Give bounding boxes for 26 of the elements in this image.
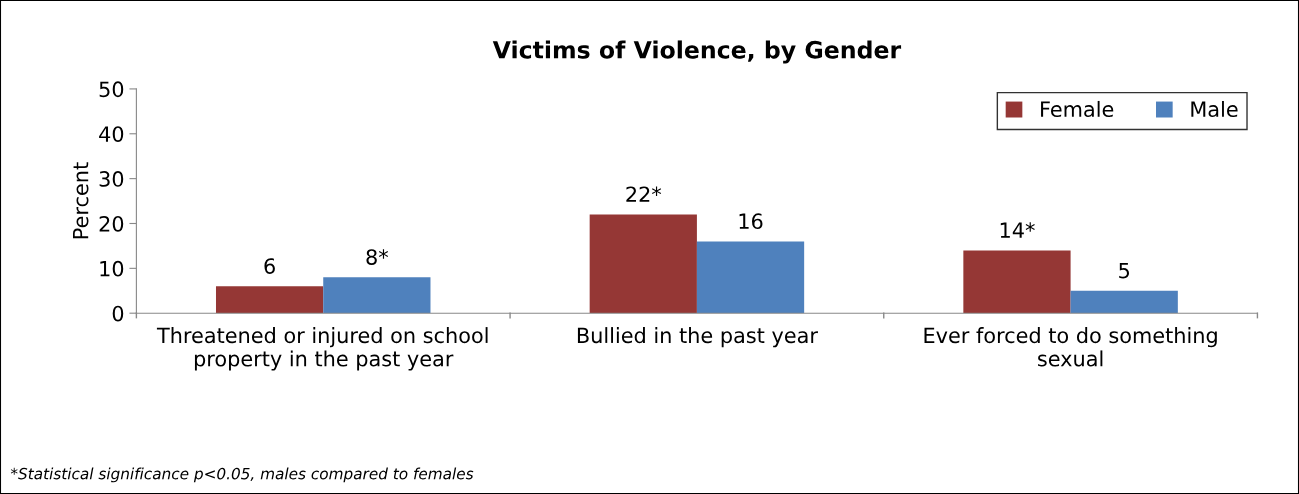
bar [1070, 290, 1178, 314]
text: *Statistical significance p<0.05, males compared to females [10, 467, 474, 483]
data-label: 8* [366, 249, 389, 265]
y-tick-label: 20 [99, 215, 124, 232]
x-tick-label: Bullied in the past year [577, 327, 818, 348]
y-axis-title: Percent [73, 162, 89, 239]
bar [963, 250, 1071, 314]
x-tick-label: Threatened or injured on school property in the past year [156, 327, 488, 371]
data-label: 16 [739, 213, 763, 230]
legend-label: Male [1191, 100, 1238, 118]
y-tick-label: 30 [99, 171, 124, 187]
chart-title: Victims of Violence, by Gender [492, 40, 902, 64]
bar [215, 286, 324, 314]
bar [589, 214, 697, 314]
x-tick-label: Ever forced to do something sexual [924, 327, 1217, 367]
legend-label: Female [1041, 100, 1114, 118]
bar [323, 277, 431, 314]
bar [696, 241, 805, 314]
data-label: 14* [1000, 222, 1035, 238]
data-label: 5 [1119, 262, 1130, 279]
data-label: 6 [264, 258, 275, 274]
y-tick-label: 10 [100, 260, 124, 277]
y-tick-label: 40 [99, 126, 124, 142]
data-label: 22* [626, 186, 662, 202]
y-tick-label: 0 [112, 305, 124, 322]
y-tick-label: 50 [99, 81, 124, 98]
